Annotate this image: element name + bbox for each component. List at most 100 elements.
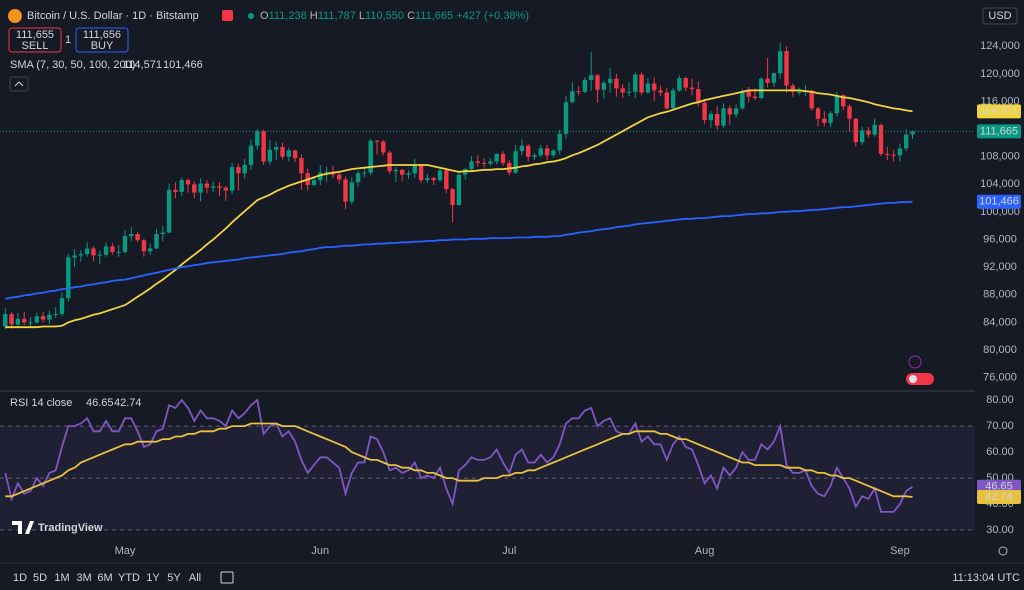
- candle-body: [425, 178, 430, 181]
- candle-body: [198, 183, 203, 193]
- y-tick-label: 30.00: [986, 524, 1014, 536]
- chevron-icon: [14, 81, 24, 87]
- candle-body: [141, 240, 147, 252]
- currency: USD: [988, 10, 1011, 22]
- candle-body: [721, 108, 726, 126]
- sma-legend-value: 101,466: [163, 59, 203, 71]
- y-tick-label: 124,000: [980, 40, 1020, 52]
- candle-body: [91, 248, 96, 256]
- price-badge: [977, 124, 1021, 139]
- settings-icon[interactable]: [998, 546, 1008, 556]
- price-badge: [977, 489, 1021, 504]
- candle-body: [544, 148, 550, 156]
- candle-body: [28, 322, 33, 324]
- candle-body: [173, 189, 178, 192]
- range-button[interactable]: YTD: [118, 572, 140, 584]
- candle-body: [217, 186, 222, 188]
- range-button[interactable]: 5D: [33, 572, 47, 584]
- candle-body: [160, 232, 165, 234]
- flag-icon: [909, 375, 917, 383]
- candle-body: [192, 184, 197, 193]
- candle-body: [9, 314, 14, 325]
- range-button[interactable]: 3M: [76, 572, 91, 584]
- collapse-button[interactable]: [9, 76, 29, 92]
- flag-icon[interactable]: [222, 10, 233, 21]
- plot-layer: [0, 42, 975, 531]
- y-tick-label: 92,000: [983, 261, 1017, 273]
- calendar-icon[interactable]: [220, 571, 234, 584]
- event-icon[interactable]: [908, 355, 922, 369]
- candle-body: [897, 148, 903, 156]
- rsi-legend-value: 46.65: [86, 397, 114, 409]
- buy-button[interactable]: [75, 27, 129, 53]
- buy-price: 111,656: [83, 29, 121, 41]
- y-tick-label: 96,000: [983, 233, 1017, 245]
- candle-body: [601, 82, 606, 90]
- price-badge: [977, 104, 1021, 119]
- candle-body: [72, 255, 77, 258]
- candle-body: [607, 78, 613, 83]
- candle-body: [311, 180, 317, 185]
- indicator-line: [4, 398, 914, 513]
- ohlc-key: C: [407, 10, 415, 22]
- candle-body: [582, 80, 588, 92]
- candle-body: [752, 96, 758, 99]
- candle-body: [368, 140, 373, 173]
- symbol-title: Bitcoin / U.S. Dollar · 1D · Bitstamp: [27, 10, 199, 22]
- range-button[interactable]: 6M: [97, 572, 112, 584]
- candle-body: [248, 145, 254, 165]
- candle-body: [236, 167, 241, 174]
- candle-body: [437, 170, 443, 181]
- candle-body: [904, 134, 909, 149]
- brand-logo: [12, 521, 34, 534]
- candle-body: [412, 164, 417, 174]
- range-button[interactable]: 1D: [13, 572, 27, 584]
- candle-body: [715, 113, 720, 126]
- candle-body: [677, 78, 682, 91]
- range-button[interactable]: All: [189, 572, 201, 584]
- sell-button[interactable]: [8, 27, 62, 53]
- candle-body: [790, 85, 795, 92]
- candle-body: [267, 149, 273, 162]
- ohlc-key: L: [359, 10, 365, 22]
- candle-body: [563, 102, 569, 134]
- range-button[interactable]: 1Y: [146, 572, 160, 584]
- ohlc-key: O: [260, 10, 269, 22]
- candle-body: [475, 161, 480, 163]
- candle-body: [204, 183, 210, 188]
- candle-body: [809, 91, 814, 109]
- candle-body: [255, 131, 260, 146]
- candle-body: [570, 91, 575, 103]
- candle-body: [796, 91, 802, 93]
- range-buttons: 1D 5D 1M 3M 6M YTD 1Y 5Y All: [13, 572, 201, 584]
- candle-body: [633, 74, 638, 92]
- candle-body: [645, 83, 651, 93]
- candle-body: [891, 154, 896, 156]
- currency-button[interactable]: [982, 7, 1018, 25]
- candle-body: [878, 124, 884, 154]
- range-button[interactable]: 1M: [54, 572, 69, 584]
- buy-label: BUY: [91, 40, 114, 52]
- candle-body: [576, 91, 581, 93]
- candle-body: [551, 150, 556, 156]
- x-tick-label: Aug: [695, 545, 715, 557]
- candle-body: [85, 248, 90, 255]
- candle-body: [557, 133, 562, 151]
- candle-body: [343, 179, 348, 202]
- coin-icon: [8, 9, 22, 23]
- candle-body: [223, 187, 228, 191]
- candle-body: [116, 251, 121, 253]
- candle-body: [97, 254, 102, 256]
- candle-body: [500, 153, 506, 163]
- candle-body: [614, 78, 619, 89]
- candle-body: [759, 78, 764, 99]
- candle-body: [211, 186, 216, 188]
- candle-body: [708, 113, 714, 121]
- sell-price: 111,655: [16, 29, 54, 41]
- candle-body: [22, 318, 27, 323]
- candle-body: [740, 91, 745, 109]
- candle-body: [324, 171, 329, 173]
- range-button[interactable]: 5Y: [167, 572, 181, 584]
- y-tick-label: 108,000: [980, 151, 1020, 163]
- y-tick-label: 60.00: [986, 446, 1014, 458]
